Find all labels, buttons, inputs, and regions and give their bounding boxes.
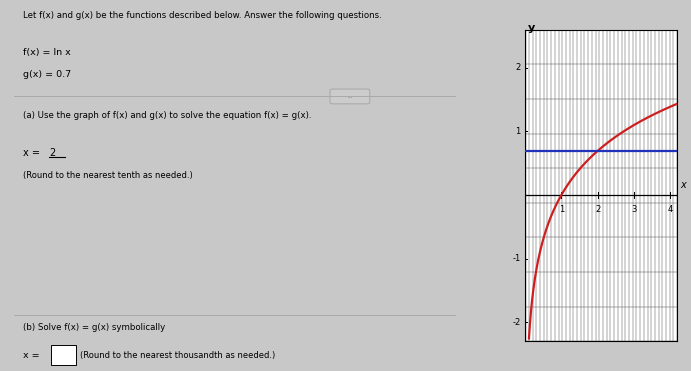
Text: (b) Solve f(x) = g(x) symbolically: (b) Solve f(x) = g(x) symbolically <box>23 323 165 332</box>
Text: Let f(x) and g(x) be the functions described below. Answer the following questio: Let f(x) and g(x) be the functions descr… <box>23 11 381 20</box>
Text: (Round to the nearest tenth as needed.): (Round to the nearest tenth as needed.) <box>23 171 192 180</box>
Text: (Round to the nearest thousandth as needed.): (Round to the nearest thousandth as need… <box>80 351 276 359</box>
Text: 2: 2 <box>595 204 600 214</box>
Text: x =: x = <box>23 351 42 359</box>
Text: 2: 2 <box>515 63 521 72</box>
Text: g(x) = 0.7: g(x) = 0.7 <box>23 70 70 79</box>
Text: 1: 1 <box>559 204 564 214</box>
Text: -2: -2 <box>513 318 521 327</box>
Text: 1: 1 <box>515 127 521 136</box>
Text: -1: -1 <box>513 254 521 263</box>
Text: x: x <box>680 180 686 190</box>
Text: f(x) = ln x: f(x) = ln x <box>23 48 70 57</box>
Text: x =: x = <box>23 148 43 158</box>
FancyBboxPatch shape <box>330 89 370 104</box>
Text: 3: 3 <box>631 204 636 214</box>
Text: 2: 2 <box>49 148 55 158</box>
Text: y: y <box>528 23 536 33</box>
Text: ...: ... <box>348 94 352 99</box>
FancyBboxPatch shape <box>51 345 76 365</box>
Text: 4: 4 <box>668 204 672 214</box>
Text: (a) Use the graph of f(x) and g(x) to solve the equation f(x) = g(x).: (a) Use the graph of f(x) and g(x) to so… <box>23 111 311 120</box>
